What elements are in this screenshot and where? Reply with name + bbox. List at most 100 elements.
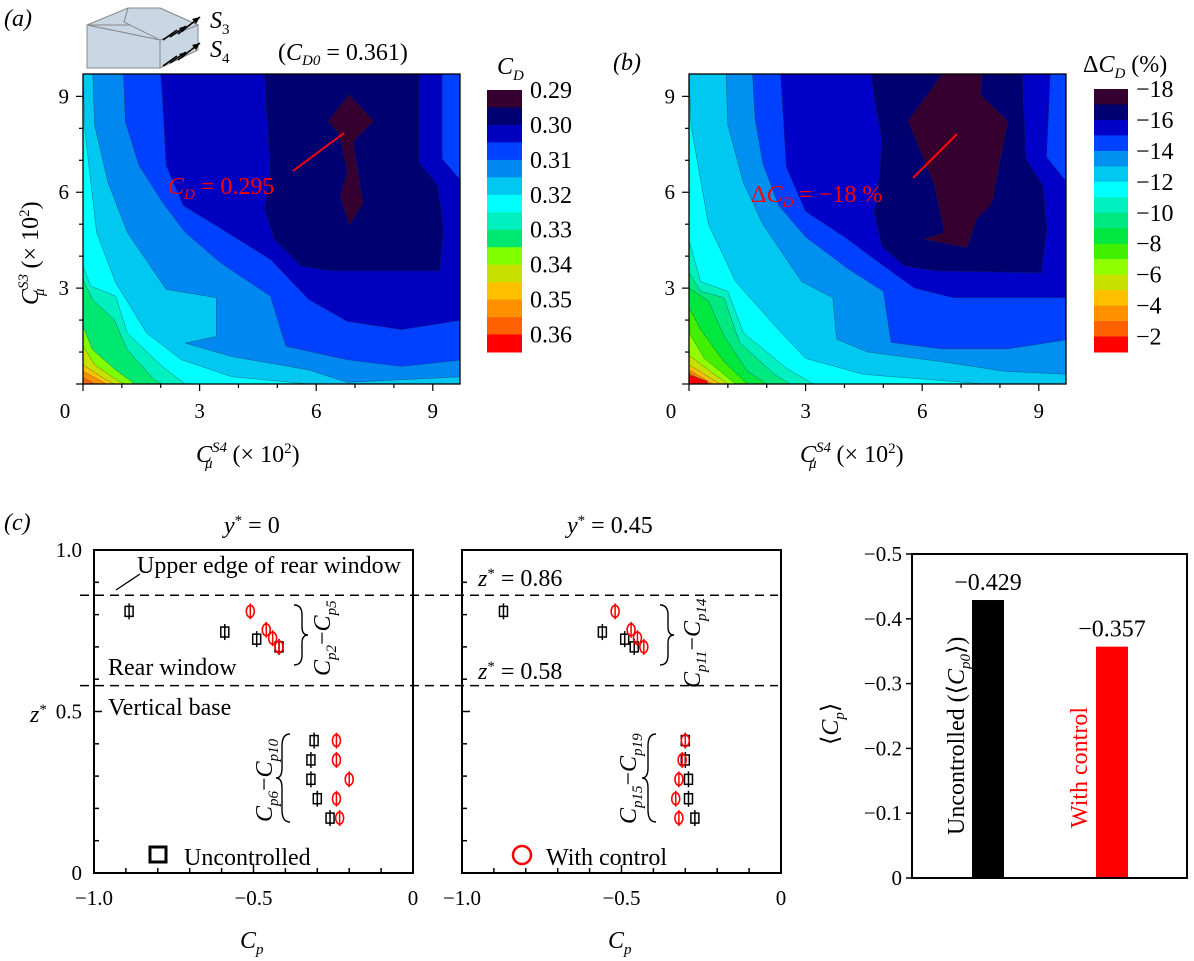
x-tick-label: −1.0 <box>75 886 113 910</box>
colorbar-band <box>1094 89 1128 105</box>
panel-c-mid-title: y* = 0.45 <box>565 513 653 539</box>
x-tick-label: −0.5 <box>602 886 640 910</box>
colorbar-band <box>1094 150 1128 167</box>
panel-c-pressure: −1.0 −0.5 000.51.0−1.0 −0.5 0−0.429−0.3570−0… <box>56 538 1188 910</box>
panel-label-c: (c) <box>4 510 31 536</box>
colorbar-label: 0.30 <box>530 113 572 139</box>
contour-fill <box>83 74 460 384</box>
contour-region-16 <box>689 374 709 384</box>
y-tick-label: 0.5 <box>56 700 82 724</box>
with-control-point <box>331 732 342 749</box>
y-tick-label: 1.0 <box>56 538 82 562</box>
colorbar-band <box>487 299 522 318</box>
with-control-point <box>261 621 272 638</box>
with-control-point <box>680 732 691 749</box>
bar-value-label: −0.357 <box>1078 617 1146 643</box>
x-tick-label: −0.5 <box>234 886 272 910</box>
panel-label-a: (a) <box>4 6 32 32</box>
legend-with-control: With control <box>546 845 667 871</box>
uncontrolled-point <box>498 603 509 620</box>
with-control-point <box>331 790 342 807</box>
colorbar-band <box>487 317 522 336</box>
with-control-point <box>334 810 345 827</box>
annotation-b-pointer <box>912 133 958 179</box>
contour-region-6 <box>327 94 375 226</box>
colorbar-label: −14 <box>1136 139 1174 165</box>
y-tick-label: 3 <box>59 276 70 300</box>
with-control-point <box>632 630 643 647</box>
colorbar-band <box>1094 181 1128 198</box>
annotation-b-label: ΔCD = −18 % <box>751 182 882 211</box>
x-tick-label: −1.0 <box>443 886 481 910</box>
z-086-label: z* = 0.86 <box>477 566 562 592</box>
annotation-a-label: CD = 0.295 <box>168 174 274 203</box>
y-tick-label: 6 <box>665 180 676 204</box>
colorbar-band <box>487 177 522 196</box>
colorbar-band <box>487 264 522 283</box>
colorbar-label: 0.34 <box>530 253 572 279</box>
colorbar-label: −6 <box>1136 263 1162 289</box>
with-control-point <box>674 810 684 827</box>
colorbar-label: 0.32 <box>530 183 572 209</box>
x-tick-label: 0 <box>408 886 419 910</box>
contour-region-6 <box>907 74 1008 248</box>
vertical-base-label: Vertical base <box>108 695 231 721</box>
colorbar-band <box>1094 274 1128 291</box>
with-control-point <box>626 621 636 638</box>
legend-square-icon <box>148 845 168 864</box>
panel-a-drag-contour: 0 3 6 9 3 6 9 0.29 0.30 0.31 0.32 0.33 0.34 0.35 0.36 <box>59 73 572 423</box>
colorbar-band <box>1094 197 1128 214</box>
cp-axis-label-left: Cp <box>240 928 264 958</box>
x-tick-label: 0 <box>60 399 71 423</box>
with-control-point <box>245 603 256 620</box>
brace-cp6-cp10-icon <box>275 733 291 823</box>
uncontrolled-point <box>220 624 230 641</box>
x-tick-label: 0 <box>776 886 787 910</box>
y-tick-label: 3 <box>665 276 676 300</box>
colorbar-band <box>1094 166 1128 183</box>
uncontrolled-point <box>619 631 630 648</box>
colorbar-band <box>1094 104 1128 121</box>
colorbar-label: 0.33 <box>530 218 572 244</box>
upper-edge-pointer <box>115 573 141 591</box>
uncontrolled-point <box>683 771 694 788</box>
uncontrolled-point <box>690 810 700 827</box>
colorbar-label: −4 <box>1136 294 1162 320</box>
uncontrolled-point <box>312 790 323 807</box>
contour-fill <box>689 74 1066 384</box>
y-tick-label: −0.3 <box>864 672 902 696</box>
group-label-cp15-cp19: Cp15−Cp19 <box>616 733 646 824</box>
colorbar-b-title: ΔCD (%) <box>1083 52 1167 82</box>
y-tick-label: −0.5 <box>864 542 902 566</box>
colorbar-band <box>1094 336 1128 353</box>
contour-region-13 <box>83 377 95 384</box>
brace-icons <box>275 604 675 823</box>
y-tick-label: −0.2 <box>864 736 902 760</box>
panel-label-b: (b) <box>613 50 641 76</box>
cp-axis-label-mid: Cp <box>608 928 632 958</box>
x-tick-label: 3 <box>194 399 205 423</box>
colorbar-band <box>487 124 522 143</box>
with-control-point <box>670 790 681 807</box>
legend-uncontrolled: Uncontrolled <box>184 845 311 871</box>
colorbar-label: 0.29 <box>530 78 572 104</box>
colorbar-label: −16 <box>1136 108 1174 134</box>
plot-frame <box>82 73 461 385</box>
x-tick-label: 9 <box>1034 399 1045 423</box>
rear-window-label: Rear window <box>108 655 237 681</box>
y-tick-label: 9 <box>59 84 70 108</box>
colorbar-label: −12 <box>1136 170 1174 196</box>
vehicle-body-inset <box>86 7 201 69</box>
panel-a-y-axis-label: CS3μ (× 102) <box>16 201 48 305</box>
x-tick-label: 6 <box>917 399 928 423</box>
z-axis-label: z* <box>29 702 47 728</box>
colorbar-band <box>1094 135 1128 152</box>
colorbar-band <box>487 247 522 266</box>
x-tick-label: 0 <box>666 399 677 423</box>
bar-y-axis-label: ⟨Cp⟩ <box>818 703 848 745</box>
colorbar-band <box>1094 243 1128 260</box>
uncontrolled-point <box>251 631 262 648</box>
panel-c-left-title: y* = 0 <box>222 513 280 539</box>
colorbar-band <box>487 142 522 161</box>
